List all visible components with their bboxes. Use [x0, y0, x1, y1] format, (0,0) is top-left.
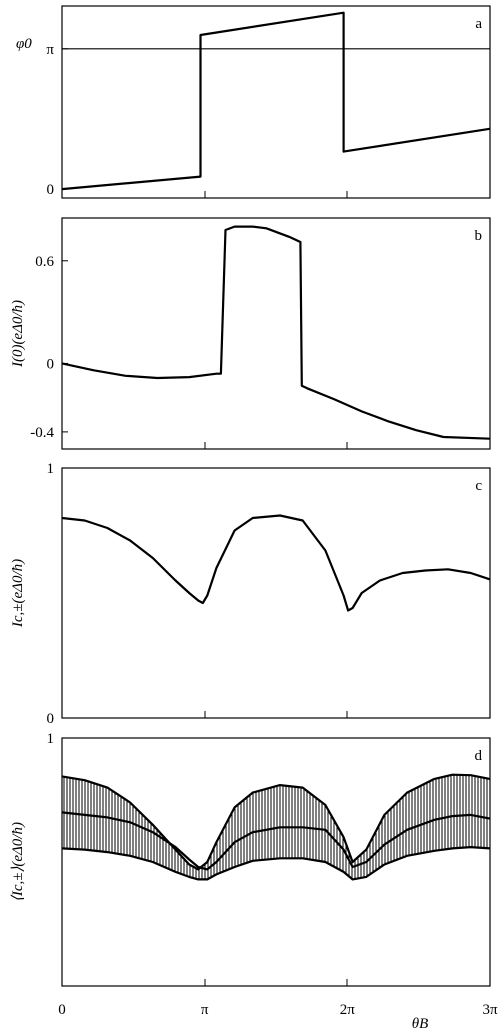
series-line	[61, 514, 491, 612]
y-tick-label: 1	[47, 731, 55, 747]
y-axis-label: φ0	[16, 36, 32, 52]
panel-letter: a	[475, 16, 482, 32]
series-line	[61, 225, 490, 440]
panel-d: 1 d ⟨Ic,±⟩(eΔ0/ħ) 0 π 2π 3π θB	[10, 731, 498, 1032]
panel-c: 1 0 c Ic,±(eΔ0/ħ)	[10, 461, 491, 727]
y-axis-label: ⟨Ic,±⟩(eΔ0/ħ)	[10, 822, 26, 902]
panel-letter: c	[475, 478, 482, 494]
y-tick-label: 0.6	[35, 254, 54, 270]
x-axis-label: θB	[412, 1016, 429, 1032]
y-tick-label: 0	[47, 711, 55, 727]
x-tick-label: 3π	[482, 1002, 498, 1018]
series-line	[61, 811, 491, 871]
y-tick-label: 0	[47, 182, 55, 198]
plot-frame	[61, 467, 491, 719]
plot-frame	[61, 217, 491, 450]
y-tick-label: 1	[47, 461, 55, 477]
y-tick-label: π	[46, 42, 54, 58]
x-tick-label: 2π	[340, 1002, 356, 1018]
x-tick-label: 0	[58, 1002, 66, 1018]
y-axis-label: I(0)(eΔ0/ħ)	[10, 300, 26, 368]
panel-letter: d	[475, 748, 483, 764]
panel-letter: b	[475, 228, 483, 244]
series-line	[61, 773, 491, 871]
series-line	[61, 11, 490, 191]
y-axis-label: Ic,±(eΔ0/ħ)	[10, 559, 26, 628]
panel-b: 0.6 0 -0.4 b I(0)(eΔ0/ħ)	[10, 217, 491, 450]
series-line	[61, 846, 490, 881]
plot-frame	[61, 737, 491, 987]
y-tick-label: -0.4	[30, 425, 54, 441]
x-tick-label: π	[201, 1002, 209, 1018]
y-tick-label: 0	[47, 356, 55, 372]
panel-a: 0 π a φ0	[16, 5, 491, 199]
plot-frame	[61, 5, 491, 199]
